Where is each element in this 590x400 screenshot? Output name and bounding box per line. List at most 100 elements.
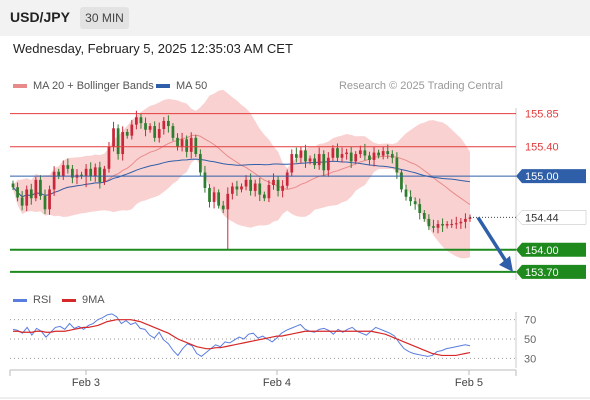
candle-body: [281, 185, 285, 191]
level-tag-154-00: [516, 242, 586, 257]
candle: [39, 175, 42, 200]
ma50-line: [12, 158, 471, 198]
candle-body: [322, 154, 326, 171]
candle-body: [11, 183, 15, 188]
candle-body: [400, 172, 403, 190]
candle-body: [185, 139, 189, 152]
legend-ma50-label: MA 50: [176, 80, 208, 92]
candle-body: [404, 189, 408, 197]
candle: [249, 173, 253, 196]
candle-body: [121, 131, 125, 155]
candle: [345, 148, 348, 160]
candle: [413, 197, 417, 210]
candle: [52, 166, 56, 196]
candle-body: [308, 158, 312, 162]
candle-body: [217, 192, 221, 206]
candle: [71, 164, 74, 184]
rsi-tick-70: 70: [524, 315, 536, 327]
candle-body: [418, 204, 422, 213]
candle-body: [240, 186, 243, 190]
candle: [162, 117, 166, 135]
candle: [468, 214, 472, 222]
candle-body: [304, 150, 307, 162]
candle-body: [29, 189, 33, 199]
candle-body: [299, 150, 303, 158]
timeframe-button[interactable]: 30 MIN: [80, 7, 129, 29]
candle: [464, 213, 467, 229]
candle: [340, 147, 344, 163]
candle-body: [198, 154, 202, 173]
candle-body: [89, 168, 93, 177]
candle-body: [130, 124, 134, 136]
candle-body: [249, 179, 253, 191]
ma20-swatch: [13, 84, 27, 88]
candle-body: [157, 129, 161, 138]
level-label-155-40: 155.40: [525, 142, 559, 154]
candle: [244, 175, 248, 191]
candle-body: [258, 183, 262, 195]
candle-body: [34, 179, 38, 199]
legend-rsi-label: RSI: [33, 294, 52, 306]
candle: [322, 150, 326, 176]
candle-body: [450, 224, 454, 226]
candle: [61, 160, 65, 180]
candle: [139, 113, 143, 129]
candle: [400, 169, 403, 193]
candle-body: [381, 151, 385, 156]
candle: [98, 161, 102, 189]
candle: [217, 189, 221, 209]
ma9-swatch: [62, 298, 76, 302]
candle: [317, 147, 321, 170]
candle-body: [43, 196, 47, 210]
candle-body: [253, 183, 257, 191]
candle-body: [432, 226, 435, 228]
candle-body: [409, 196, 412, 202]
legend-ma9-label: 9MA: [82, 294, 105, 306]
credit-label: Research © 2025 Trading Central: [338, 80, 503, 92]
candle: [262, 191, 266, 202]
candle: [368, 151, 371, 166]
candle: [436, 220, 440, 234]
candle: [267, 180, 271, 203]
candle-body: [57, 171, 61, 177]
level-label-153-70: 153.70: [525, 267, 559, 279]
candle-body: [39, 179, 42, 197]
candle-body: [276, 179, 280, 191]
candle: [144, 117, 147, 137]
candle-body: [93, 167, 97, 177]
candle: [299, 146, 303, 164]
candle: [116, 124, 120, 160]
candle: [84, 164, 88, 188]
symbol-label: USD/JPY: [10, 9, 70, 25]
candle: [432, 219, 435, 233]
candle-body: [445, 224, 449, 226]
candles: [11, 110, 472, 250]
candle-body: [71, 168, 74, 178]
candle: [308, 155, 312, 165]
rsi-panel: 70 50 30: [10, 312, 536, 368]
candle-body: [363, 150, 367, 156]
candle-body: [459, 221, 463, 224]
candle: [349, 147, 353, 168]
candle: [377, 149, 380, 159]
candle: [372, 147, 376, 167]
candle: [66, 158, 70, 174]
candle: [89, 162, 93, 181]
candle-body: [98, 167, 102, 183]
candle: [57, 168, 61, 180]
candle-body: [262, 194, 266, 199]
candle: [16, 182, 19, 202]
rsi-ma9-line: [13, 319, 471, 357]
candle-body: [345, 152, 348, 155]
level-label-155-85: 155.85: [525, 109, 559, 121]
candle: [235, 180, 239, 196]
candle: [29, 183, 33, 205]
forecast-arrow-head: [499, 255, 513, 272]
legend-rsi: RSI: [13, 294, 51, 306]
candle-body: [176, 137, 179, 147]
candle: [409, 190, 412, 206]
x-tick-label-0: Feb 3: [72, 377, 100, 389]
forecast-arrow-shaft: [476, 216, 509, 264]
level-tag-153-70: [516, 264, 586, 279]
candle-body: [52, 171, 56, 190]
